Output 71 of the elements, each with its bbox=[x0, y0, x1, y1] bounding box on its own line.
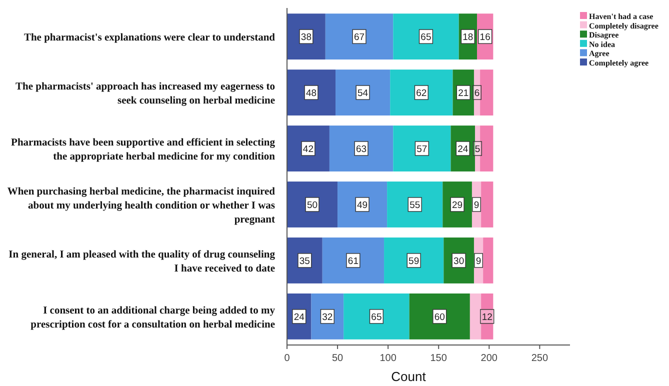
x-tick-label: 150 bbox=[430, 353, 448, 364]
bar bbox=[474, 70, 480, 116]
bar bbox=[329, 126, 394, 172]
data-label: 5 bbox=[474, 144, 480, 156]
legend-label: No idea bbox=[589, 40, 615, 49]
bar bbox=[470, 294, 482, 340]
y-tick-label: When purchasing herbal medicine, the pharmacist inquired about my underlying health condition or whether I was pregnant bbox=[7, 186, 276, 226]
data-label: 65 bbox=[371, 312, 382, 323]
x-axis-title: Count bbox=[391, 369, 426, 384]
data-label: 42 bbox=[302, 144, 314, 156]
legend-label: Haven't had a case bbox=[589, 12, 654, 21]
data-label: 65 bbox=[420, 32, 432, 44]
bar bbox=[384, 238, 444, 284]
data-label: 24 bbox=[294, 312, 304, 323]
bar bbox=[480, 70, 494, 116]
x-tick-label: 200 bbox=[480, 353, 498, 364]
data-label: 62 bbox=[416, 88, 427, 100]
data-label: 55 bbox=[410, 200, 420, 211]
data-label: 67 bbox=[354, 32, 365, 44]
bar bbox=[483, 238, 494, 284]
data-label: 57 bbox=[416, 144, 428, 156]
y-tick-label: Pharmacists have been supportive and efficient in selecting the appropriate herbal medicine for my condition bbox=[11, 138, 276, 163]
bar bbox=[387, 182, 443, 228]
data-label: 21 bbox=[458, 88, 469, 100]
data-label: 61 bbox=[348, 256, 358, 267]
y-tick-label: The pharmacist's explanations were clear to understand bbox=[24, 32, 276, 44]
data-label: 35 bbox=[299, 256, 310, 267]
data-label: 30 bbox=[454, 256, 464, 267]
data-label: 32 bbox=[322, 312, 333, 323]
bar bbox=[390, 70, 453, 116]
data-label: 59 bbox=[408, 256, 420, 267]
bar bbox=[338, 182, 388, 228]
bar bbox=[393, 14, 459, 60]
legend-label: Completely agree bbox=[589, 58, 650, 68]
data-label: 50 bbox=[306, 200, 318, 211]
data-label: 63 bbox=[356, 144, 367, 156]
y-tick-label: In general, I am pleased with the quality of drug counseling I have received to date bbox=[8, 249, 276, 274]
bar bbox=[287, 182, 338, 228]
bar bbox=[325, 14, 394, 60]
y-tick-label: The pharmacists' approach has increased my eagerness to seek counseling on herbal medicine bbox=[16, 82, 276, 107]
data-label: 49 bbox=[357, 200, 368, 211]
data-label: 48 bbox=[306, 88, 317, 100]
data-label: 16 bbox=[480, 32, 490, 44]
data-label: 38 bbox=[300, 32, 312, 44]
legend-label: Completely disagree bbox=[589, 21, 659, 30]
x-tick-label: 100 bbox=[380, 353, 397, 364]
bar bbox=[409, 294, 470, 340]
data-label: 54 bbox=[358, 88, 368, 100]
data-label: 9 bbox=[476, 256, 482, 267]
legend-label: Agree bbox=[589, 49, 610, 58]
bar bbox=[393, 126, 451, 172]
data-label: 60 bbox=[434, 312, 445, 323]
bar bbox=[480, 126, 494, 172]
x-tick-label: 250 bbox=[531, 353, 548, 364]
legend-label: Disagree bbox=[589, 30, 620, 40]
bar bbox=[344, 294, 410, 340]
bar bbox=[481, 294, 494, 340]
data-label: 9 bbox=[474, 200, 480, 211]
x-tick-label: 50 bbox=[332, 353, 344, 364]
bar bbox=[474, 126, 480, 172]
x-tick-label: 0 bbox=[284, 353, 290, 364]
data-label: 12 bbox=[482, 312, 492, 323]
data-label: 6 bbox=[474, 88, 480, 100]
y-tick-label: I consent to an additional charge being added to my prescription cost for a consultation on herbal medicine bbox=[30, 305, 276, 330]
bar bbox=[287, 70, 336, 116]
bar bbox=[481, 182, 494, 228]
bar bbox=[336, 70, 390, 116]
data-label: 24 bbox=[458, 144, 468, 156]
data-label: 29 bbox=[452, 200, 463, 211]
bar bbox=[322, 238, 384, 284]
data-label: 18 bbox=[462, 32, 474, 44]
